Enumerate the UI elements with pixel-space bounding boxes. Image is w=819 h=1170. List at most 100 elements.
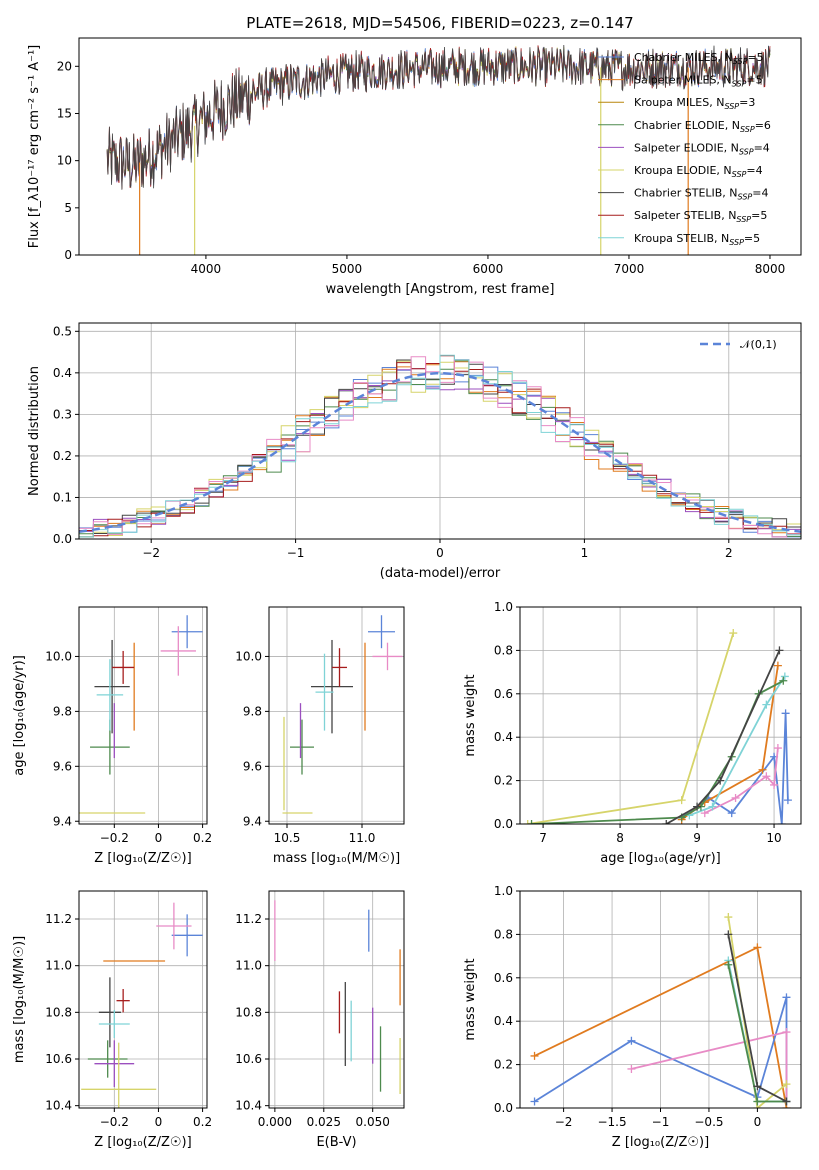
legend-label: Chabrier MILES, NSSP=5 bbox=[634, 51, 764, 66]
x-axis-label: Z [log₁₀(Z/Z☉)] bbox=[94, 1135, 191, 1150]
y-tick-label: 1.0 bbox=[494, 884, 513, 898]
weight-marker bbox=[773, 744, 782, 753]
spectrum-frame bbox=[78, 37, 802, 256]
weight-vs-age-axes: 7 8 9 10 0.0 0.2 0.4 0.6 0.8 1.0 age [log₁₀(age/yr… bbox=[463, 600, 801, 866]
y-tick-label: 0.8 bbox=[494, 927, 513, 941]
weight-marker bbox=[627, 1064, 636, 1073]
y-tick-label: 9.8 bbox=[53, 704, 72, 718]
x-tick-label: −1 bbox=[652, 1115, 670, 1129]
y-tick-label: 10.4 bbox=[235, 1099, 262, 1113]
x-tick-label: 8 bbox=[616, 831, 624, 845]
weight-marker bbox=[782, 993, 791, 1002]
x-tick-label: 1 bbox=[581, 546, 589, 560]
x-tick-label: −2 bbox=[142, 546, 160, 560]
x-tick-label: 2 bbox=[725, 546, 733, 560]
histogram-step-line bbox=[79, 354, 801, 538]
y-tick-label: 0.6 bbox=[494, 971, 513, 985]
x-tick-label: 0.050 bbox=[356, 1115, 390, 1129]
weight-marker bbox=[724, 913, 733, 922]
x-tick-label: 0.025 bbox=[307, 1115, 341, 1129]
x-tick-label: 0.2 bbox=[193, 831, 212, 845]
y-tick-label: 10.0 bbox=[45, 649, 72, 663]
x-tick-label: −1.5 bbox=[597, 1115, 626, 1129]
x-axis-label: mass [log₁₀(M/M☉)] bbox=[273, 851, 400, 866]
weight-marker bbox=[693, 802, 702, 811]
y-tick-label: 0.4 bbox=[494, 1014, 513, 1028]
y-tick-label: 10.8 bbox=[235, 1005, 262, 1019]
y-tick-label: 5 bbox=[64, 201, 72, 215]
x-tick-label: 0 bbox=[754, 1115, 762, 1129]
x-tick-label: 4000 bbox=[191, 262, 222, 276]
x-tick-label: 0 bbox=[155, 1115, 163, 1129]
weight-marker bbox=[773, 661, 782, 670]
y-tick-label: 0.8 bbox=[494, 643, 513, 657]
mass-vs-z-axes: −0.2 0 0.2 10.4 10.6 10.8 11.0 11.2 Z [log₁₀(Z/Z… bbox=[12, 891, 212, 1150]
age-vs-mass-axes: 10.5 11.0 9.4 9.6 9.8 10.0 mass [log₁₀(M/M☉)] bbox=[235, 607, 404, 866]
x-tick-label: 8000 bbox=[755, 262, 786, 276]
weight-series-line bbox=[681, 665, 779, 821]
x-tick-label: 6000 bbox=[473, 262, 504, 276]
weight-marker bbox=[527, 820, 536, 824]
x-tick-label: −0.2 bbox=[100, 831, 129, 845]
y-tick-label: 11.2 bbox=[235, 912, 262, 926]
weight-marker bbox=[758, 765, 767, 774]
x-axis-label: Z [log₁₀(Z/Z☉)] bbox=[612, 1135, 709, 1150]
weight-marker bbox=[777, 820, 786, 824]
weight-marker bbox=[753, 943, 762, 952]
weight-marker bbox=[523, 820, 532, 824]
x-tick-label: 11.0 bbox=[349, 831, 376, 845]
x-tick-label: 0 bbox=[436, 546, 444, 560]
y-tick-label: 9.4 bbox=[243, 814, 262, 828]
y-tick-label: 20 bbox=[57, 59, 72, 73]
weight-series-line bbox=[689, 675, 786, 817]
spectrum-series-line bbox=[106, 44, 771, 190]
weight-marker bbox=[779, 676, 788, 685]
y-tick-label: 1.0 bbox=[494, 600, 513, 614]
weight-marker bbox=[677, 796, 686, 805]
weight-marker bbox=[724, 930, 733, 939]
weight-marker bbox=[783, 796, 792, 805]
mass-vs-ebv-frame bbox=[268, 890, 405, 1109]
weight-marker bbox=[530, 1097, 539, 1106]
x-tick-label: 10 bbox=[766, 831, 781, 845]
weight-marker bbox=[781, 709, 790, 718]
x-tick-label: 9 bbox=[693, 831, 701, 845]
x-axis-label: (data-model)/error bbox=[380, 566, 501, 581]
y-tick-label: 9.8 bbox=[243, 704, 262, 718]
weight-marker bbox=[770, 780, 779, 789]
figure-title: PLATE=2618, MJD=54506, FIBERID=0223, z=0… bbox=[246, 14, 633, 32]
x-axis-label: E(B-V) bbox=[316, 1135, 356, 1150]
legend-label: Chabrier ELODIE, NSSP=6 bbox=[634, 119, 771, 134]
weight-marker bbox=[782, 1097, 791, 1106]
x-axis-label: wavelength [Angstrom, rest frame] bbox=[326, 282, 555, 297]
y-axis-label: mass weight bbox=[463, 958, 478, 1040]
weight-marker bbox=[708, 802, 717, 811]
weight-vs-z-axes: −2 −1.5 −1 −0.5 0 0.0 0.2 0.4 0.6 0.8 1.0 Z [log₁₀(… bbox=[463, 884, 801, 1150]
y-axis-label: mass [log₁₀(M/M☉)] bbox=[12, 936, 27, 1063]
weight-marker bbox=[753, 1097, 762, 1106]
x-tick-label: −2 bbox=[555, 1115, 573, 1129]
x-tick-label: 0 bbox=[155, 831, 163, 845]
weight-marker bbox=[627, 1036, 636, 1045]
y-tick-label: 0.0 bbox=[494, 817, 513, 831]
y-tick-label: 0.3 bbox=[53, 407, 72, 421]
y-tick-label: 9.6 bbox=[53, 759, 72, 773]
y-tick-label: 9.6 bbox=[243, 759, 262, 773]
y-tick-label: 0.4 bbox=[53, 366, 72, 380]
y-tick-label: 10 bbox=[57, 154, 72, 168]
weight-marker bbox=[724, 960, 733, 969]
legend-label: Chabrier STELIB, NSSP=4 bbox=[634, 187, 768, 202]
y-tick-label: 10.6 bbox=[45, 1052, 72, 1066]
x-axis-label: Z [log₁₀(Z/Z☉)] bbox=[94, 851, 191, 866]
x-tick-label: 5000 bbox=[332, 262, 363, 276]
y-axis-label: Flux [f_λ10⁻¹⁷ erg cm⁻² s⁻¹ A⁻¹] bbox=[27, 45, 42, 249]
weight-marker bbox=[762, 700, 771, 709]
x-tick-label: −1 bbox=[287, 546, 305, 560]
x-axis-label: age [log₁₀(age/yr)] bbox=[600, 851, 721, 866]
y-axis-label: mass weight bbox=[463, 674, 478, 756]
y-tick-label: 9.4 bbox=[53, 814, 72, 828]
weight-marker bbox=[662, 820, 671, 824]
y-tick-label: 10.6 bbox=[235, 1052, 262, 1066]
weight-marker bbox=[727, 809, 736, 818]
